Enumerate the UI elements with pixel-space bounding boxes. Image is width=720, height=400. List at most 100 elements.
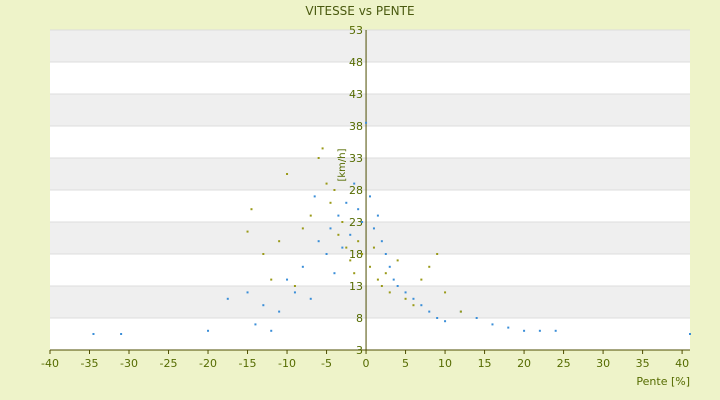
data-point	[293, 285, 296, 287]
x-tick-label: 20	[517, 357, 531, 370]
y-tick-label: 43	[349, 88, 363, 101]
data-point	[369, 195, 371, 198]
data-point	[388, 291, 391, 294]
x-tick-label: 25	[557, 357, 571, 370]
data-point	[404, 297, 407, 300]
data-point	[309, 297, 312, 300]
y-tick-label: 53	[349, 24, 363, 37]
x-tick-label: -30	[120, 357, 138, 370]
x-tick-label: -15	[239, 357, 257, 370]
plot-band	[50, 286, 690, 318]
data-point	[369, 265, 371, 268]
x-tick-label: 30	[596, 357, 610, 370]
data-point	[349, 233, 352, 236]
data-point	[392, 278, 395, 281]
data-point	[329, 201, 332, 204]
data-point	[475, 317, 478, 319]
data-point	[353, 182, 356, 185]
chart-title: VITESSE vs PENTE	[305, 4, 414, 18]
data-point	[361, 221, 364, 223]
data-point	[384, 253, 387, 255]
data-point	[380, 285, 383, 287]
data-point	[254, 323, 257, 326]
data-point	[341, 221, 344, 223]
data-point	[337, 214, 340, 217]
data-point	[491, 323, 494, 326]
data-point	[286, 173, 289, 175]
data-point	[357, 208, 360, 211]
data-point	[270, 329, 273, 332]
x-tick-label: -25	[160, 357, 178, 370]
data-point	[207, 329, 210, 332]
plot-band	[50, 126, 690, 158]
data-point	[301, 265, 304, 268]
x-tick-label: -10	[278, 357, 296, 370]
x-tick-label: -40	[41, 357, 59, 370]
data-point	[246, 230, 249, 233]
y-axis-label: [km/h]	[337, 148, 348, 181]
data-point	[420, 278, 423, 281]
data-point	[372, 246, 375, 249]
data-point	[120, 333, 123, 335]
plot-band	[50, 254, 690, 286]
x-axis-label: Pente [%]	[636, 375, 690, 388]
data-point	[345, 246, 348, 249]
y-tick-label: 28	[349, 184, 363, 197]
x-tick-label: 40	[675, 357, 689, 370]
data-point	[250, 208, 253, 211]
data-point	[353, 272, 356, 275]
data-point	[420, 304, 423, 307]
plot-bands	[50, 30, 690, 350]
x-tick-label: 0	[363, 357, 370, 370]
data-point	[262, 253, 265, 255]
data-points	[92, 121, 691, 335]
data-point	[325, 182, 328, 185]
data-point	[357, 240, 360, 243]
data-point	[278, 310, 281, 313]
data-point	[444, 320, 447, 323]
data-point	[523, 329, 526, 332]
data-point	[317, 157, 320, 159]
data-point	[428, 265, 431, 268]
data-point	[436, 317, 439, 319]
data-point	[459, 310, 462, 313]
data-point	[270, 278, 273, 281]
data-point	[376, 278, 379, 281]
y-tick-label: 48	[349, 56, 363, 69]
data-point	[554, 329, 557, 332]
y-tick-label: 13	[349, 280, 363, 293]
data-point	[246, 291, 249, 294]
data-point	[341, 246, 344, 249]
data-point	[317, 240, 320, 243]
data-point	[262, 304, 265, 307]
x-tick-label: -35	[81, 357, 99, 370]
x-tick-label: -5	[321, 357, 332, 370]
data-point	[412, 304, 415, 307]
y-tick-label: 3	[356, 344, 363, 357]
data-point	[361, 253, 364, 255]
data-point	[92, 333, 95, 335]
x-tick-label: 15	[478, 357, 492, 370]
data-point	[337, 233, 340, 236]
x-tick-label: -20	[199, 357, 217, 370]
x-tick-label: 10	[438, 357, 452, 370]
data-point	[333, 272, 336, 275]
data-point	[301, 227, 304, 230]
data-point	[380, 240, 383, 243]
data-point	[349, 259, 352, 262]
y-tick-label: 8	[356, 312, 363, 325]
x-tick-label: 5	[402, 357, 409, 370]
plot-band	[50, 158, 690, 190]
y-tick-label: 33	[349, 152, 363, 165]
data-point	[384, 272, 387, 275]
y-tick-label: 23	[349, 216, 363, 229]
plot-band	[50, 222, 690, 254]
data-point	[689, 333, 691, 335]
plot-band	[50, 94, 690, 126]
data-point	[404, 291, 407, 294]
data-point	[412, 297, 415, 300]
plot-band	[50, 62, 690, 94]
